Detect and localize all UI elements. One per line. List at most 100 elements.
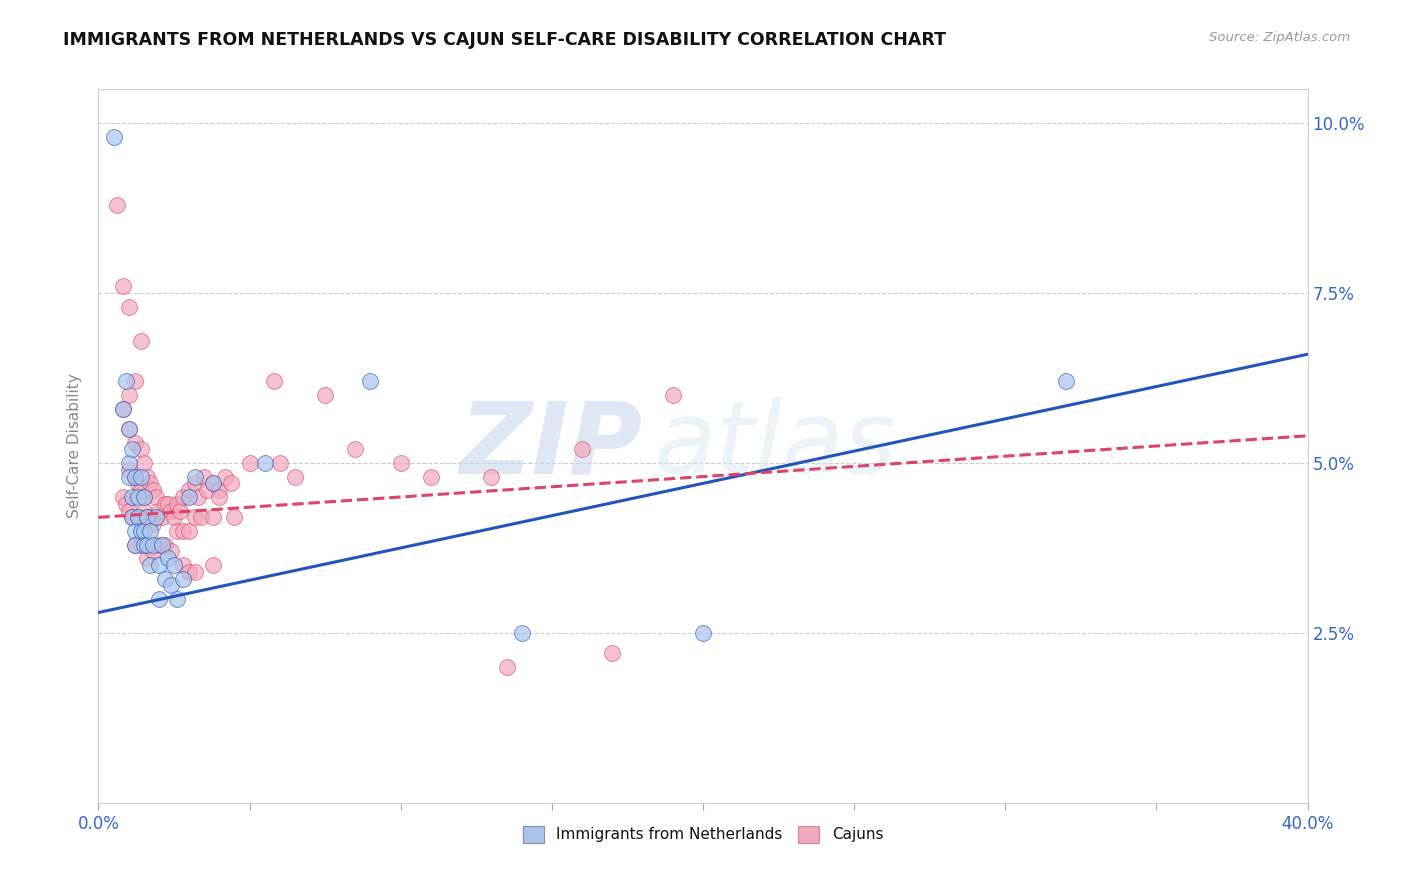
Point: [129, 524, 152, 538]
Point: [692, 626, 714, 640]
Point: [153, 537, 176, 551]
Point: [263, 375, 285, 389]
Point: [269, 456, 291, 470]
Point: [208, 483, 231, 498]
Point: [571, 442, 593, 457]
Point: [184, 476, 207, 491]
Point: [202, 558, 225, 572]
Point: [132, 537, 155, 551]
Point: [124, 435, 146, 450]
Point: [239, 456, 262, 470]
Point: [118, 388, 141, 402]
Point: [139, 510, 162, 524]
Point: [129, 483, 152, 498]
Point: [389, 456, 412, 470]
Point: [132, 490, 155, 504]
Point: [103, 129, 125, 144]
Point: [121, 442, 143, 457]
Point: [202, 476, 225, 491]
Point: [172, 490, 194, 504]
Point: [142, 517, 165, 532]
Text: Source: ZipAtlas.com: Source: ZipAtlas.com: [1209, 31, 1350, 45]
Point: [135, 469, 157, 483]
Point: [224, 510, 246, 524]
Point: [111, 279, 134, 293]
Point: [129, 469, 152, 483]
Point: [163, 510, 186, 524]
Point: [135, 510, 157, 524]
Point: [111, 401, 134, 416]
Point: [202, 510, 225, 524]
Point: [145, 510, 167, 524]
Point: [184, 469, 207, 483]
Point: [160, 503, 183, 517]
Point: [153, 572, 176, 586]
Point: [153, 497, 176, 511]
Point: [124, 537, 146, 551]
Point: [111, 401, 134, 416]
Point: [139, 558, 162, 572]
Point: [156, 497, 179, 511]
Point: [124, 469, 146, 483]
Point: [166, 497, 188, 511]
Point: [184, 565, 207, 579]
Point: [148, 537, 170, 551]
Point: [481, 469, 503, 483]
Point: [114, 375, 136, 389]
Point: [179, 524, 201, 538]
Point: [253, 456, 276, 470]
Point: [284, 469, 307, 483]
Point: [142, 537, 165, 551]
Point: [132, 524, 155, 538]
Legend: Immigrants from Netherlands, Cajuns: Immigrants from Netherlands, Cajuns: [516, 820, 890, 848]
Point: [121, 490, 143, 504]
Point: [145, 490, 167, 504]
Point: [214, 469, 236, 483]
Point: [208, 490, 231, 504]
Point: [132, 503, 155, 517]
Point: [148, 591, 170, 606]
Point: [129, 442, 152, 457]
Point: [124, 537, 146, 551]
Point: [118, 463, 141, 477]
Point: [127, 510, 149, 524]
Text: ZIP: ZIP: [460, 398, 643, 494]
Point: [420, 469, 443, 483]
Point: [135, 537, 157, 551]
Point: [150, 537, 173, 551]
Point: [142, 544, 165, 558]
Point: [314, 388, 336, 402]
Point: [510, 626, 533, 640]
Point: [193, 469, 215, 483]
Point: [166, 591, 188, 606]
Point: [127, 510, 149, 524]
Point: [118, 503, 141, 517]
Point: [156, 551, 179, 566]
Point: [602, 646, 624, 660]
Point: [118, 469, 141, 483]
Point: [169, 503, 191, 517]
Point: [118, 456, 141, 470]
Point: [221, 476, 243, 491]
Point: [360, 375, 382, 389]
Point: [661, 388, 683, 402]
Point: [111, 490, 134, 504]
Point: [172, 524, 194, 538]
Point: [1054, 375, 1077, 389]
Point: [148, 558, 170, 572]
Point: [118, 422, 141, 436]
Point: [127, 476, 149, 491]
Point: [495, 660, 517, 674]
Point: [142, 483, 165, 498]
Point: [139, 524, 162, 538]
Point: [139, 476, 162, 491]
Point: [118, 422, 141, 436]
Point: [150, 510, 173, 524]
Point: [145, 510, 167, 524]
Point: [172, 558, 194, 572]
Point: [127, 490, 149, 504]
Point: [129, 334, 152, 348]
Point: [190, 510, 212, 524]
Point: [114, 497, 136, 511]
Point: [124, 469, 146, 483]
